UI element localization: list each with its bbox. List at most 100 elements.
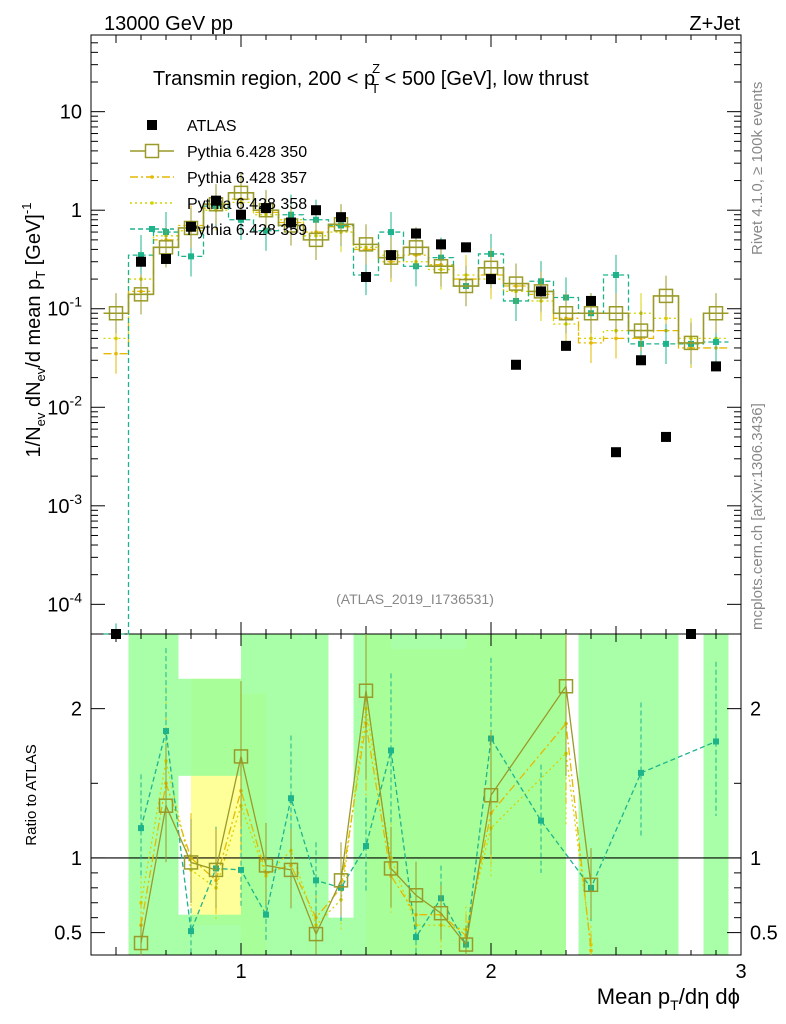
- ratio-series: [133, 634, 719, 955]
- ratio-359-marker: [413, 934, 419, 941]
- pythia-350-marker: [533, 284, 549, 299]
- atlas-data-point: [186, 221, 196, 232]
- ratio-band-green-6: [578, 634, 679, 955]
- atlas-data-point: [361, 271, 371, 282]
- ratio-350-marker: [333, 873, 349, 888]
- pythia-marker: [589, 341, 593, 345]
- legend-label: Pythia 6.428 358: [187, 196, 307, 213]
- ratio-359-marker: [163, 728, 169, 735]
- ratio-359-marker: [313, 877, 319, 884]
- atlas-data-point: [411, 228, 421, 239]
- atlas-data-point: [586, 295, 596, 306]
- header-right: Z+Jet: [689, 13, 740, 35]
- ratio-359-marker: [263, 911, 269, 918]
- pythia-350-marker: [458, 278, 474, 294]
- legend-359-marker: [149, 226, 155, 232]
- series-line: [103, 192, 729, 344]
- header-left: 13000 GeV pp: [104, 13, 233, 35]
- pythia-350-marker: [158, 240, 174, 255]
- y-tick-label: 10: [60, 102, 82, 124]
- ratio-uncertainty-bands: [128, 634, 729, 955]
- ratio-350-marker: [583, 877, 599, 893]
- atlas-data-point: [111, 629, 121, 639]
- atlas-data-point: [661, 431, 671, 442]
- y-tick-label: 10-1: [47, 294, 82, 321]
- ratio-band-green-5: [353, 634, 566, 955]
- atlas-data-point: [261, 203, 271, 214]
- main-series: [103, 172, 729, 639]
- ratio-band-green-0: [128, 634, 179, 955]
- ratio-350-marker: [358, 683, 374, 698]
- watermark: (ATLAS_2019_I1736531): [336, 591, 494, 607]
- plot-title-post: < 500 [GeV], low thrust: [379, 68, 589, 90]
- ratio-359-marker: [713, 738, 719, 745]
- ratio-tick-label: 1: [71, 848, 82, 870]
- y-tick-label: 10-3: [47, 491, 82, 518]
- pythia-350-marker: [133, 287, 149, 302]
- pythia-359-marker: [188, 253, 194, 260]
- pythia-359-marker: [138, 252, 144, 259]
- legend-label: Pythia 6.428 350: [187, 144, 307, 161]
- y-tick-label: 10-4: [47, 589, 82, 616]
- series-atlas: [111, 195, 721, 639]
- legend-entry: ATLAS: [147, 118, 237, 135]
- pythia-350-marker: [308, 232, 324, 248]
- y-tick-exponent: -1: [70, 294, 83, 310]
- x-tick-label: 3: [735, 961, 746, 983]
- axes: 1 2 3 10-4 10-3 10-2 10-1 1 10 0.5 0.5 1 1 2 2: [47, 34, 778, 983]
- x-axis-label: Mean pT/dη dϕ: [597, 984, 740, 1013]
- pythia-350-marker: [433, 258, 449, 274]
- atlas-data-point: [536, 286, 546, 297]
- ratio-tick-label-right: 0.5: [750, 923, 778, 945]
- legend-entry: Pythia 6.428 359: [130, 222, 307, 239]
- legend-entry: Pythia 6.428 350: [130, 143, 307, 161]
- pythia-350-marker: [558, 305, 574, 321]
- pythia-350-marker: [358, 237, 374, 252]
- ratio-359-marker: [138, 825, 144, 832]
- ratio-350-marker: [208, 862, 224, 878]
- legend-entry: Pythia 6.428 357: [130, 170, 307, 187]
- pythia-350-marker: [183, 220, 199, 236]
- ratio-pythia-6-428-350: [133, 634, 599, 955]
- ratio-350-marker: [158, 798, 174, 813]
- ratio-350-marker: [408, 888, 424, 903]
- ratio-tick-label: 2: [71, 699, 82, 721]
- legend-350-marker: [144, 143, 160, 159]
- legend-atlas-marker: [147, 120, 157, 130]
- ratio-350-marker: [183, 855, 199, 870]
- pythia-359-marker: [238, 216, 244, 223]
- pythia-359-marker: [263, 227, 269, 234]
- ratio-350-marker: [258, 858, 274, 873]
- pythia-350-marker: [108, 305, 124, 321]
- pythia-marker: [614, 336, 618, 341]
- atlas-data-point: [711, 361, 721, 372]
- pythia-359-marker: [388, 229, 394, 236]
- side-text-rivet: Rivet 4.1.0, ≥ 100k events: [749, 82, 766, 255]
- legend-label: Pythia 6.428 359: [187, 222, 307, 239]
- y-tick-exponent: -4: [70, 589, 83, 605]
- legend-label: ATLAS: [187, 118, 237, 135]
- pythia-350-marker: [633, 323, 649, 338]
- ratio-350-marker: [233, 749, 249, 764]
- pythia-350-marker: [508, 276, 524, 291]
- pythia-359-marker: [613, 271, 619, 278]
- plot-title-sub: T: [371, 81, 379, 96]
- atlas-data-point: [311, 205, 321, 216]
- y-tick-label: 10-2: [47, 392, 82, 419]
- atlas-data-point: [336, 212, 346, 223]
- pythia-359-marker: [663, 340, 669, 347]
- y-tick-label: 1: [71, 200, 82, 222]
- atlas-data-point: [161, 253, 171, 264]
- ratio-band-green-1: [178, 914, 241, 955]
- ratio-350-marker: [383, 861, 399, 876]
- pythia-350-marker: [708, 305, 724, 321]
- atlas-data-point: [611, 447, 621, 458]
- pythia-350-marker: [658, 288, 674, 304]
- atlas-data-point: [136, 256, 146, 267]
- pythia-350-marker: [608, 305, 624, 321]
- atlas-data-point: [211, 195, 221, 206]
- atlas-data-point: [236, 209, 246, 220]
- pythia-350-marker: [233, 185, 249, 201]
- x-tick-label: 1: [235, 961, 246, 983]
- legend-entry: Pythia 6.428 358: [130, 196, 307, 213]
